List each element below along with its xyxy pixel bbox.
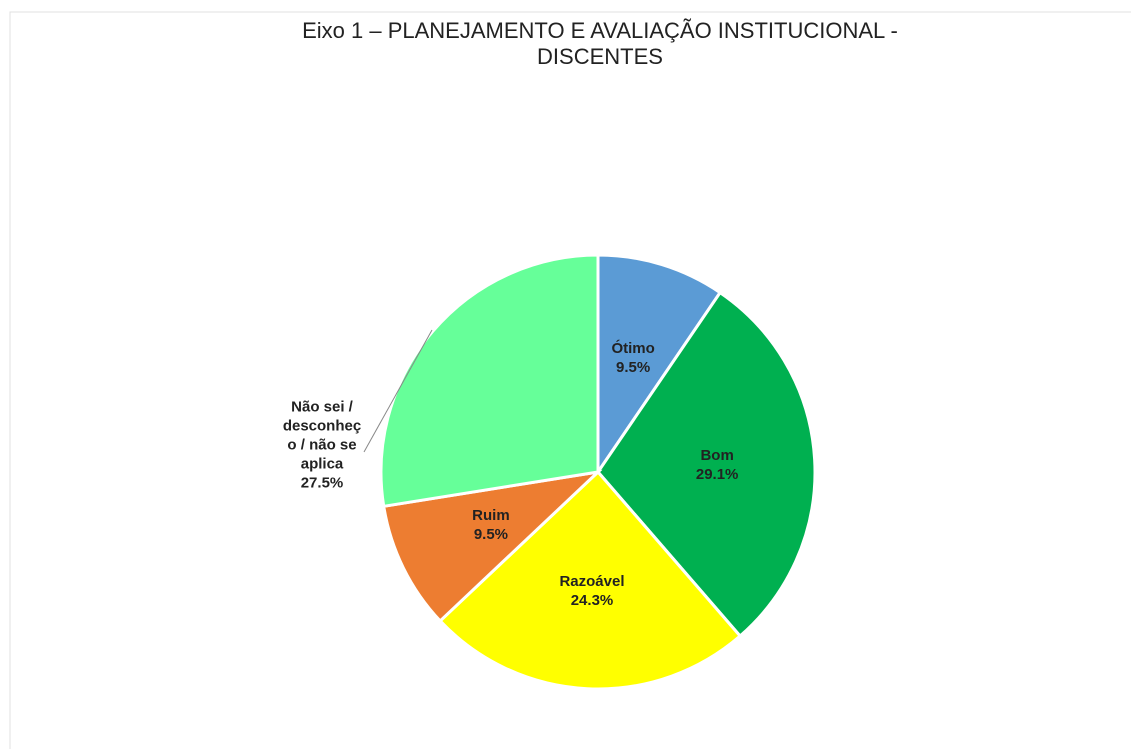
chart-title: Eixo 1 – PLANEJAMENTO E AVALIAÇÃO INSTIT… [302, 18, 898, 69]
data-label: Bom 29.1% [696, 446, 739, 484]
pie-slice [596, 253, 723, 477]
pie-slice [438, 469, 743, 691]
category-label: Ótimo [611, 339, 655, 357]
leader-line [363, 329, 433, 453]
value-label: 9.5% [616, 358, 651, 376]
category-label: Bom [700, 447, 734, 465]
data-label: Ótimo 9.5% [611, 339, 654, 377]
data-label: Não sei / desconheço / não se aplica 27.5… [282, 398, 362, 493]
value-label: 27.5% [300, 474, 344, 492]
pie-slice [379, 253, 600, 509]
category-label: Razoável [559, 573, 625, 591]
value-label: 29.1% [695, 466, 739, 484]
value-label: 9.5% [473, 525, 509, 543]
data-label: Ruim 9.5% [472, 506, 510, 544]
chart-border [9, 11, 1131, 749]
category-label: Ruim [472, 506, 510, 524]
pie-slice [382, 469, 603, 624]
category-label: Não sei / desconheço / não se aplica [282, 398, 362, 473]
pie-slice [596, 290, 817, 639]
data-label: Razoável 24.3% [559, 572, 624, 610]
value-label: 24.3% [570, 592, 614, 610]
